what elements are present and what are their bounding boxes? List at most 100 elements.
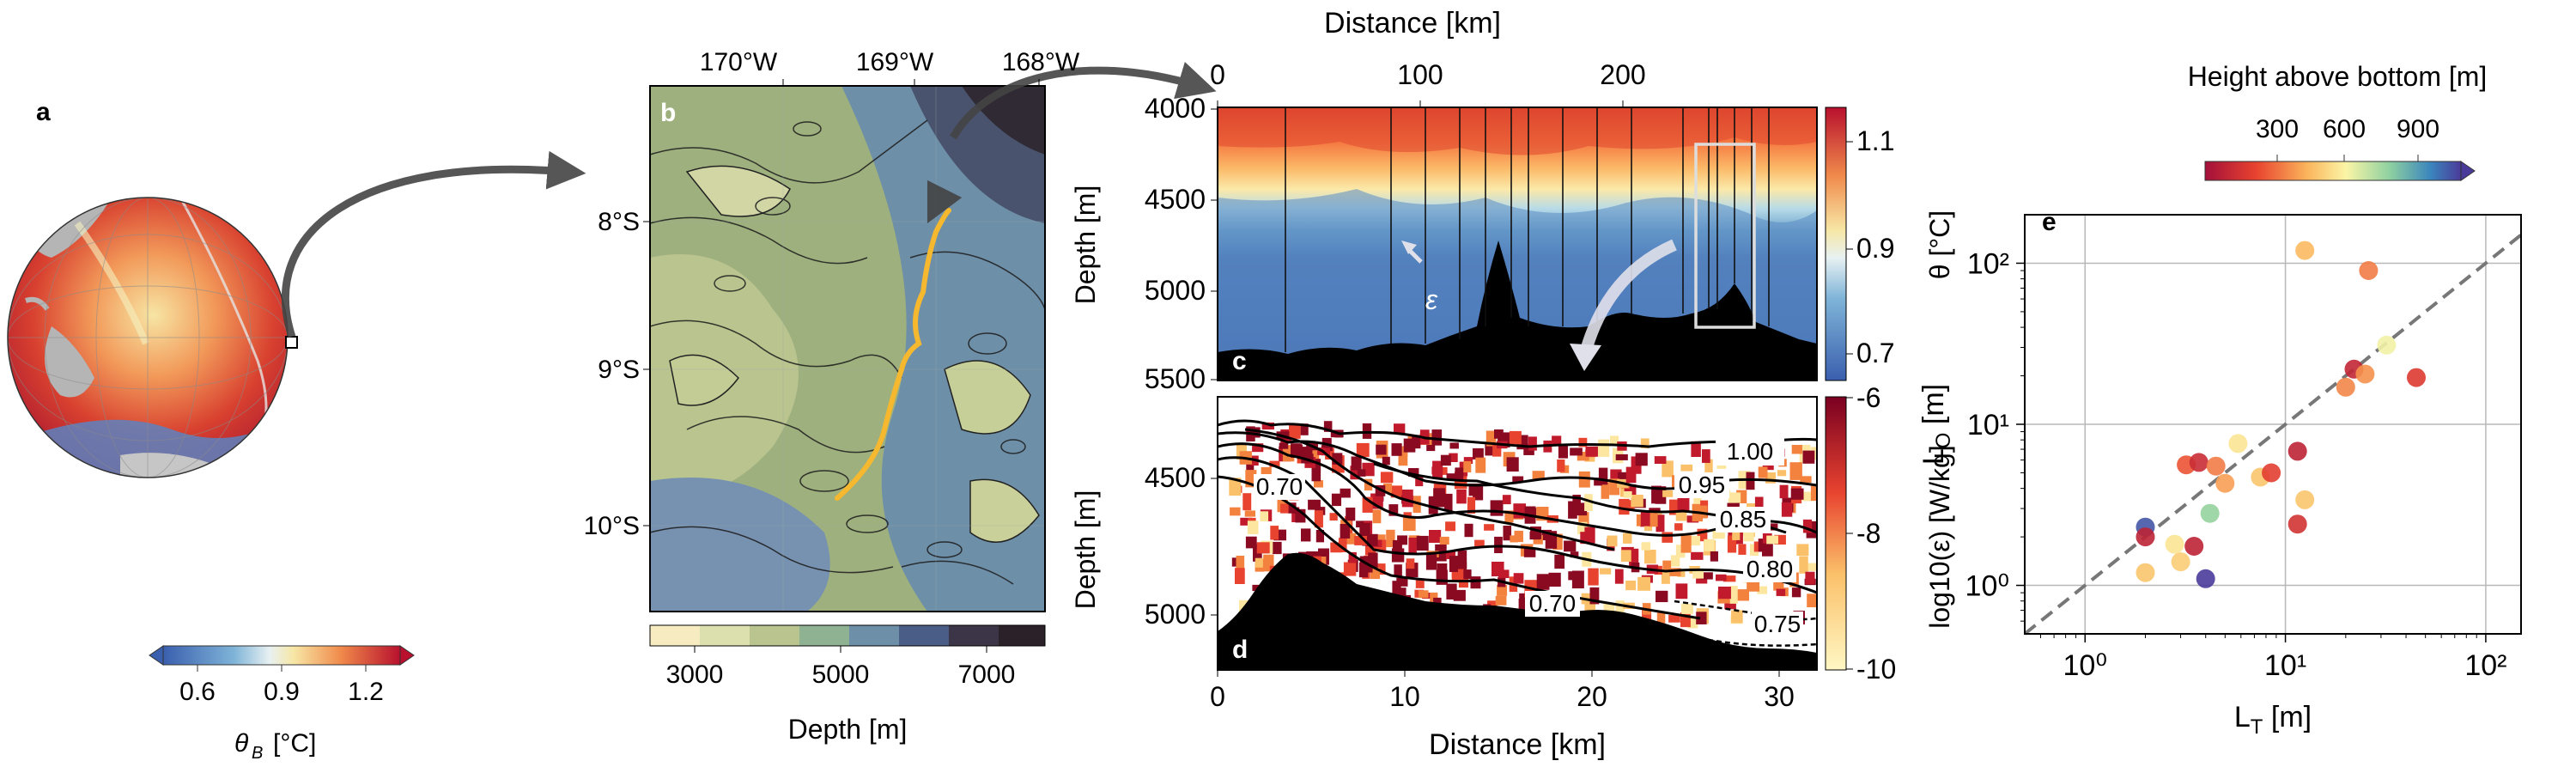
scatter-point: [2407, 368, 2426, 387]
epsilon-patch: [1270, 526, 1279, 540]
epsilon-patch: [1398, 452, 1408, 466]
scatter-point: [2295, 490, 2315, 509]
epsilon-patch: [1776, 588, 1786, 596]
epsilon-patch: [1584, 454, 1595, 462]
epsilon-patch: [1457, 550, 1467, 569]
epsilon-patch: [1426, 444, 1436, 452]
epsilon-patch: [1402, 516, 1416, 532]
epsilon-patch: [1577, 521, 1588, 534]
epsilon-patch: [1625, 466, 1637, 484]
colorbar-c-ticks: 1.1 0.9 0.7: [1846, 125, 1894, 368]
colorbar-d-label: log10(ε) [W/kg]: [1924, 445, 1955, 628]
epsilon-patch: [1791, 587, 1801, 598]
epsilon-patch: [1260, 511, 1269, 522]
scatter-point: [2287, 441, 2307, 461]
epsilon-patch: [1467, 496, 1476, 514]
epsilon-patch: [1635, 453, 1648, 466]
epsilon-patch: [1449, 556, 1458, 572]
epsilon-patch: [1394, 423, 1406, 434]
colorbar-c-tick-1: 0.9: [1856, 233, 1894, 264]
epsilon-patch: [1807, 593, 1817, 608]
scatter-point: [2184, 537, 2204, 556]
epsilon-patch: [1308, 499, 1321, 510]
dissipation-section: 1.00 0.95 0.85 0.80 0.70 0.70 0.75: [1218, 397, 1817, 670]
epsilon-patch: [1247, 520, 1259, 534]
epsilon-patch: [1584, 526, 1595, 544]
lat-tick-2: 10°S: [584, 512, 640, 540]
epsilon-patch: [1509, 430, 1522, 445]
scatter-point: [2196, 569, 2215, 588]
scatter-point: [2295, 240, 2315, 260]
epsilon-patch: [1738, 544, 1747, 555]
epsilon-patch: [1397, 535, 1408, 545]
epsilon-patch: [1699, 505, 1708, 519]
epsilon-patch: [1691, 441, 1701, 457]
epsilon-patch: [1662, 560, 1672, 571]
colorbar-d: [1825, 396, 1847, 671]
epsilon-patch: [1272, 541, 1282, 555]
epsilon-patch: [1702, 449, 1710, 463]
epsilon-patch: [1800, 476, 1812, 484]
panel-c-letter: c: [1232, 347, 1247, 375]
epsilon-patch: [1518, 598, 1529, 612]
colorbar-a-tick-0: 0.6: [179, 678, 216, 706]
epsilon-patch: [1656, 590, 1668, 603]
epsilon-patch: [1680, 535, 1692, 553]
panel-c-y-ticks: 4000 4500 5000 5500: [1145, 93, 1218, 394]
landmass-australia: [45, 326, 94, 398]
panel-d-letter: d: [1232, 636, 1248, 664]
epsilon-patch: [1718, 587, 1731, 600]
epsilon-patch: [1570, 447, 1583, 456]
epsilon-patch: [1767, 523, 1778, 531]
epsilon-patch: [1802, 450, 1815, 464]
ship-track: [835, 208, 951, 501]
epsilon-patch: [1312, 459, 1321, 473]
epsilon-patch: [1722, 575, 1736, 582]
epsilon-patch: [1330, 542, 1343, 553]
epsilon-patch: [1470, 576, 1481, 589]
epsilon-patch: [1675, 510, 1687, 521]
colorbar-a-ticks: 0.6 0.9 1.2: [179, 665, 384, 706]
epsilon-patch: [1493, 506, 1503, 514]
globe-map: [8, 198, 288, 478]
theta-section: ε: [1218, 107, 1817, 380]
epsilon-patch: [1502, 495, 1511, 505]
lat-tick-0: 8°S: [598, 208, 640, 236]
epsilon-patch: [1674, 523, 1683, 531]
zoom-box: [1694, 143, 1756, 329]
contour-label-0: 1.00: [1727, 438, 1774, 465]
top-tick-2: 200: [1600, 59, 1645, 90]
colorbar-b-label: Depth [m]: [788, 714, 908, 745]
epsilon-patch: [1532, 471, 1545, 480]
epsilon-patch: [1440, 454, 1451, 466]
e-ytick-1: 10¹: [1967, 409, 2009, 441]
epsilon-patch: [1669, 568, 1681, 576]
epsilon-patch: [1354, 536, 1367, 545]
epsilon-patch: [1523, 548, 1536, 557]
panel-c-top-axis-label: Distance [km]: [1324, 7, 1501, 40]
epsilon-patch: [1492, 444, 1502, 457]
epsilon-patch: [1773, 580, 1784, 591]
scatter-point: [2189, 453, 2208, 472]
epsilon-patch: [1724, 600, 1736, 610]
scatter-point: [2359, 261, 2379, 280]
panel-a-letter: a: [36, 98, 51, 126]
contour-label-1: 0.95: [1679, 472, 1726, 498]
epsilon-patch: [1506, 457, 1519, 472]
epsilon-patch: [1656, 514, 1665, 533]
epsilon-patch: [1675, 545, 1686, 558]
epsilon-patch: [1601, 482, 1610, 499]
epsilon-patch: [1615, 453, 1628, 460]
panel-d: 1.00 0.95 0.85 0.80 0.70 0.70 0.75 d 0 1…: [1070, 382, 1955, 761]
epsilon-patch: [1806, 563, 1817, 571]
colorbar-a-label-main: θ: [234, 729, 249, 758]
epsilon-patch: [1323, 421, 1333, 432]
epsilon-patch: [1370, 567, 1381, 580]
epsilon-patch: [1700, 572, 1713, 580]
epsilon-patch: [1314, 480, 1323, 488]
colorbar-b: 3000 5000 7000 Depth [m]: [649, 624, 1046, 745]
epsilon-patch: [1790, 488, 1804, 500]
epsilon-patch: [1675, 583, 1688, 600]
epsilon-patch: [1584, 494, 1593, 511]
epsilon-patch: [1356, 442, 1370, 458]
